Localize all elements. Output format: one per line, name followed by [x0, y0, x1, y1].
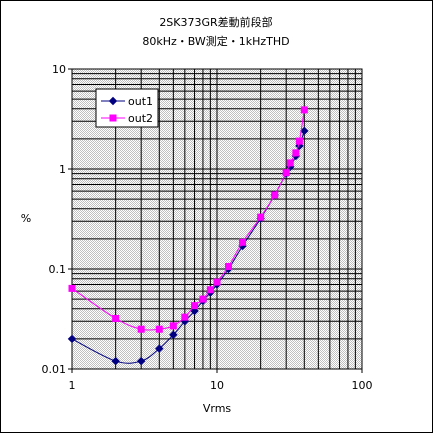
data-point-out1 [155, 344, 164, 353]
data-point-out2 [300, 106, 308, 114]
data-point-out2 [292, 149, 300, 157]
data-point-out1 [169, 330, 178, 339]
legend-box [95, 88, 159, 128]
legend-label-out2: out2 [128, 112, 153, 125]
data-point-out2 [112, 314, 120, 322]
data-point-out2 [191, 302, 199, 310]
data-point-out2 [271, 191, 279, 199]
x-tick-label: 100 [352, 379, 373, 392]
y-axis-ticks: 0.01 0.1 1 10 [42, 63, 72, 376]
data-point-out2 [181, 313, 189, 321]
y-tick-label: 0.01 [42, 363, 67, 376]
legend-marker-out2 [109, 114, 117, 122]
y-axis-label: % [21, 212, 31, 225]
data-point-out2 [199, 295, 207, 303]
y-tick-label: 10 [52, 63, 66, 76]
data-point-out2 [257, 213, 265, 221]
data-point-out1 [111, 356, 120, 366]
data-point-out1 [300, 126, 309, 136]
data-point-out2 [286, 159, 294, 167]
legend-marker-out1 [108, 96, 118, 106]
data-point-out1 [136, 356, 146, 366]
data-point-out2 [239, 238, 247, 246]
chart-title: 2SK373GR差動前段部 [159, 15, 272, 29]
data-point-out2 [282, 169, 290, 177]
legend: out1 out2 [95, 88, 159, 128]
data-point-out2 [224, 262, 232, 270]
data-point-out2 [68, 284, 76, 292]
x-axis-ticks: 1 10 100 [69, 369, 373, 392]
x-tick-label: 10 [210, 379, 224, 392]
x-axis-label: Vrms [203, 402, 232, 415]
data-point-out1 [67, 334, 77, 344]
series-layer [67, 106, 309, 366]
data-point-out2 [155, 325, 163, 333]
data-point-out2 [206, 286, 214, 294]
y-tick-label: 0.1 [49, 263, 67, 276]
data-point-out1 [190, 306, 199, 316]
data-point-out2 [169, 322, 177, 330]
series-out2 [68, 106, 308, 333]
chart-subtitle: 80kHz・BW測定・1kHzTHD [142, 34, 289, 48]
data-point-out2 [213, 278, 221, 286]
y-tick-label: 1 [59, 163, 66, 176]
data-point-out2 [137, 325, 145, 333]
legend-label-out1: out1 [128, 95, 153, 108]
x-tick-label: 1 [69, 379, 76, 392]
data-point-out2 [295, 137, 303, 145]
